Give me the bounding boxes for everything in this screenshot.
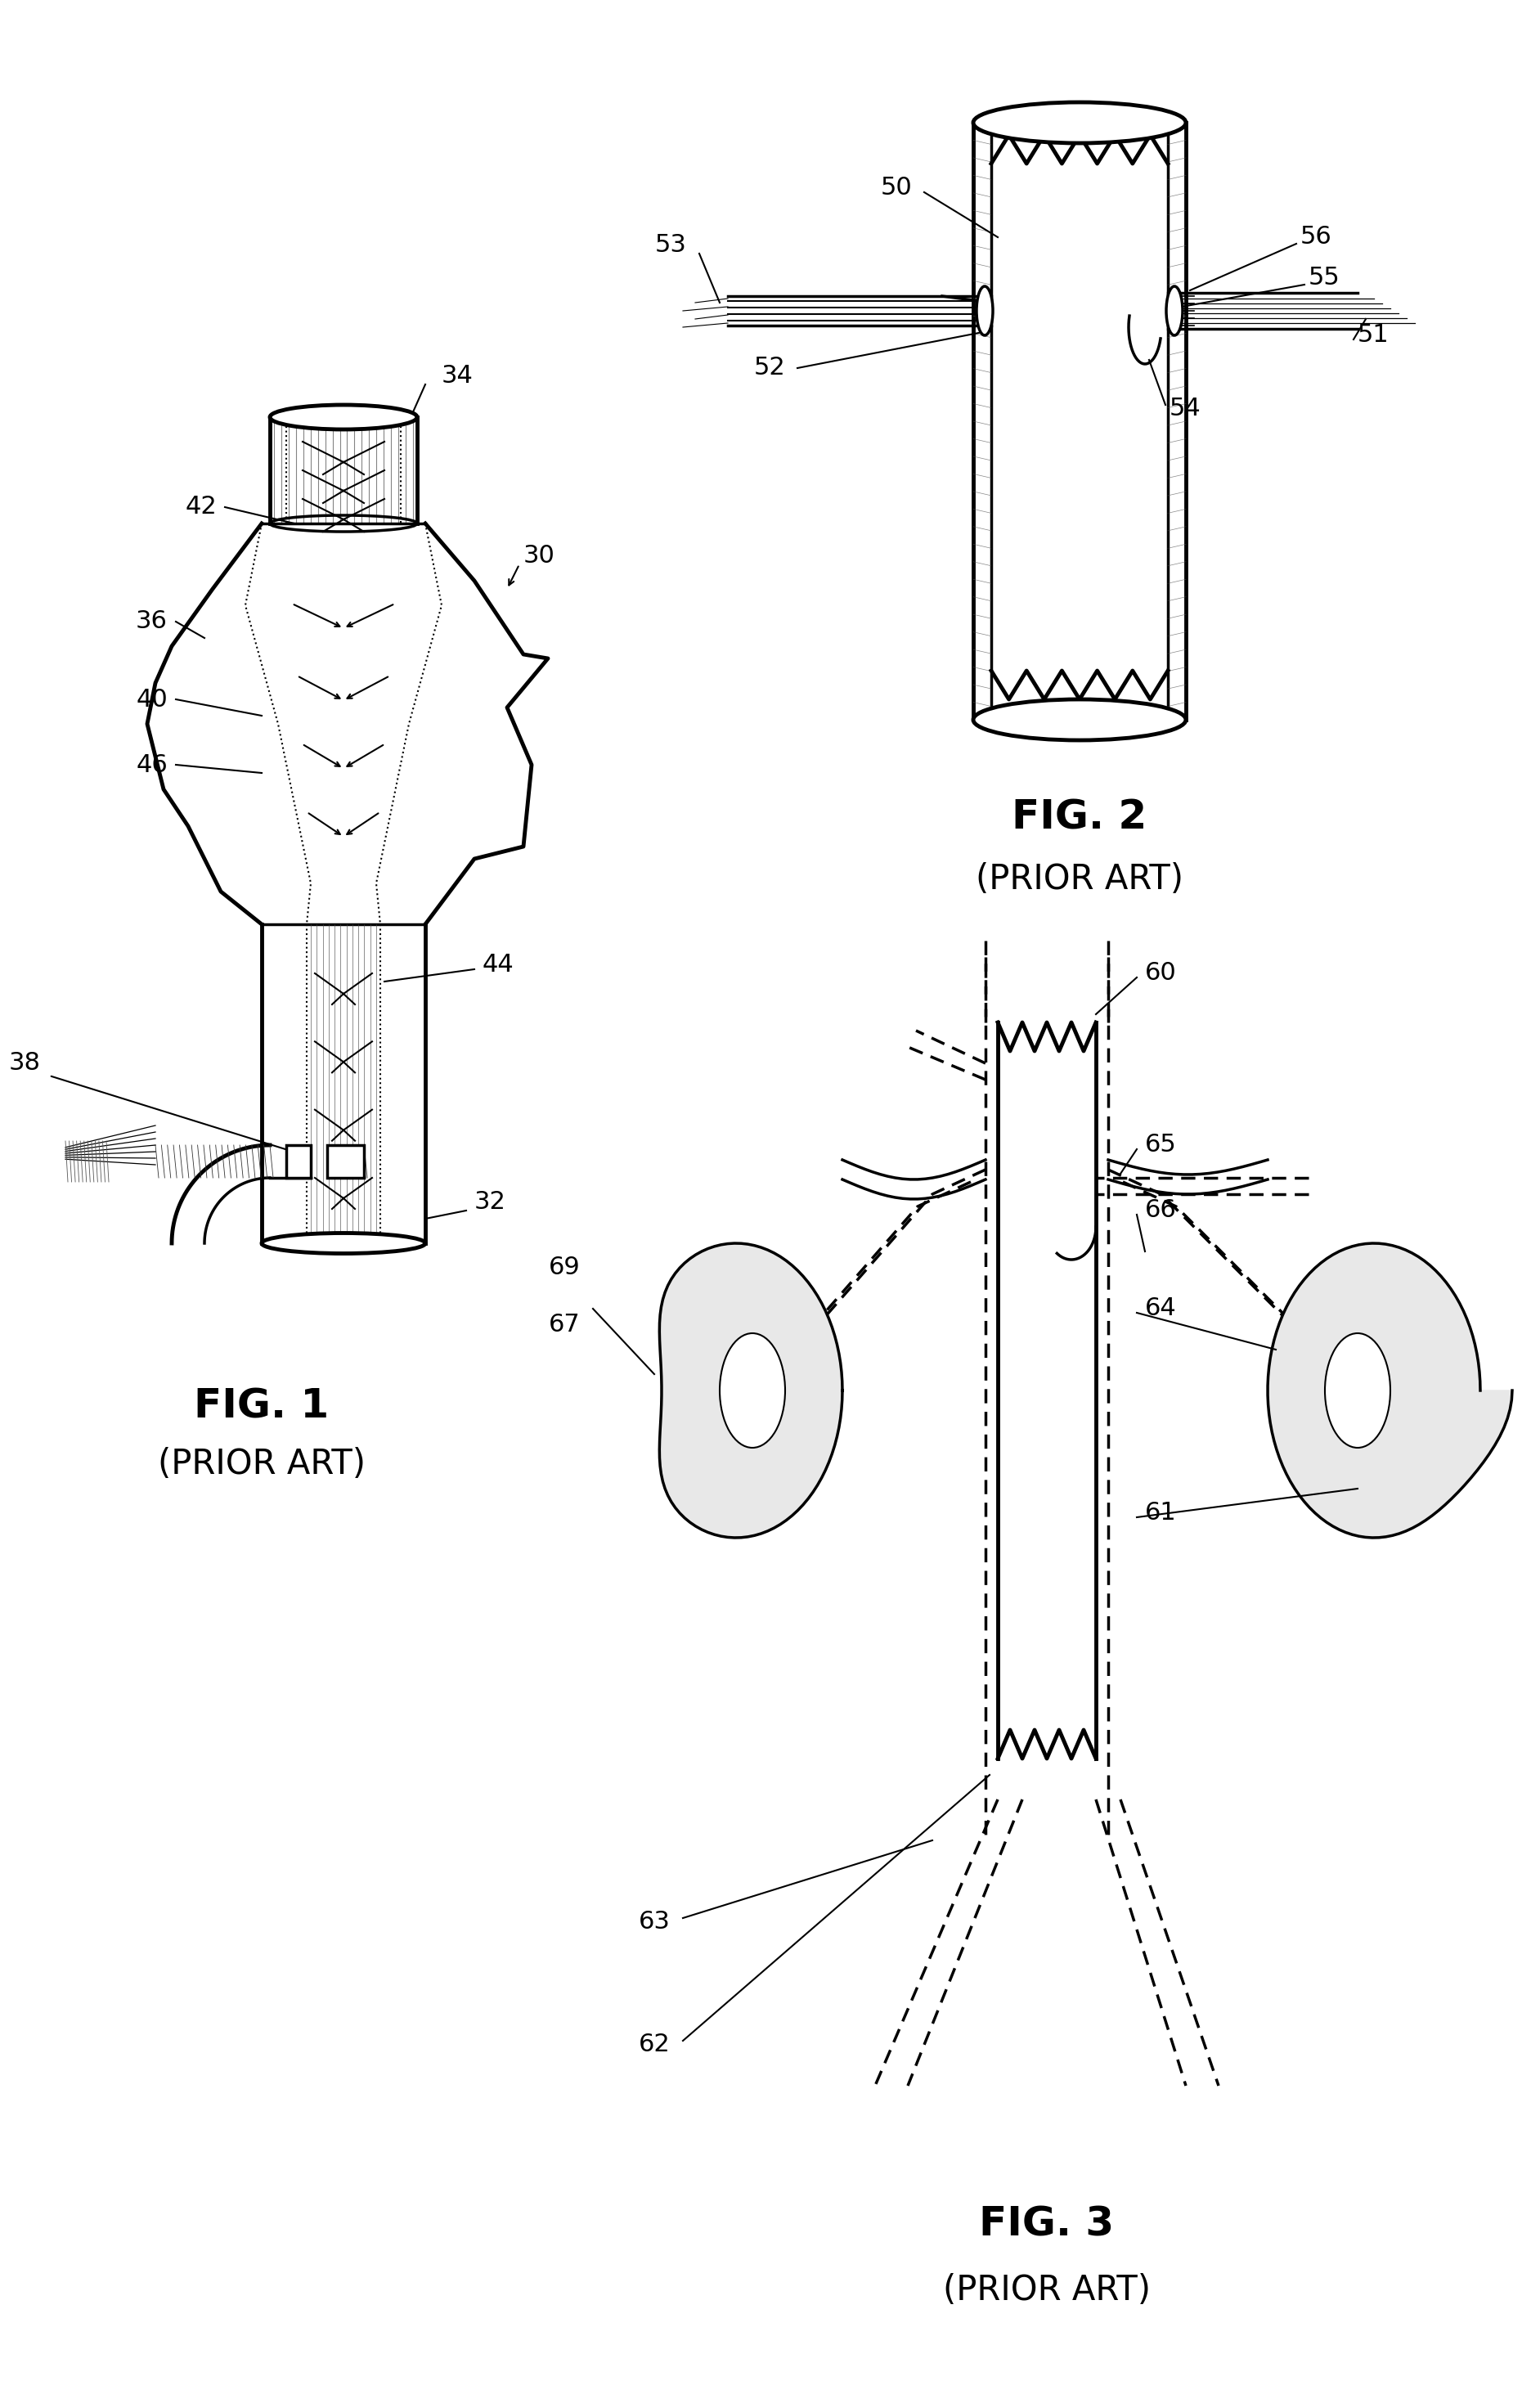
Ellipse shape (974, 101, 1187, 142)
Text: FIG. 2: FIG. 2 (1012, 799, 1147, 838)
Polygon shape (1268, 1243, 1513, 1539)
Text: 56: 56 (1300, 226, 1332, 248)
Text: 46: 46 (136, 754, 168, 778)
Ellipse shape (262, 1233, 426, 1255)
Ellipse shape (720, 1334, 785, 1447)
Text: 30: 30 (524, 544, 556, 568)
Text: 44: 44 (482, 954, 514, 978)
Polygon shape (660, 1243, 842, 1539)
Text: (PRIOR ART): (PRIOR ART) (943, 2273, 1151, 2307)
Text: FIG. 1: FIG. 1 (194, 1387, 329, 1426)
Text: 63: 63 (638, 1910, 671, 1934)
Text: 67: 67 (550, 1312, 580, 1336)
Text: 50: 50 (880, 176, 912, 200)
Bar (286, 1146, 311, 1178)
Text: (PRIOR ART): (PRIOR ART) (975, 862, 1183, 896)
Text: 32: 32 (475, 1190, 507, 1214)
Text: FIG. 3: FIG. 3 (980, 2206, 1115, 2244)
Ellipse shape (1167, 287, 1182, 335)
Text: 64: 64 (1145, 1298, 1177, 1320)
Text: 36: 36 (136, 609, 168, 633)
Text: 54: 54 (1170, 397, 1202, 421)
Text: 38: 38 (9, 1052, 41, 1076)
Text: 61: 61 (1145, 1500, 1177, 1524)
Text: 66: 66 (1145, 1199, 1177, 1223)
Text: 52: 52 (753, 356, 785, 380)
Text: 60: 60 (1145, 961, 1177, 985)
Ellipse shape (1324, 1334, 1390, 1447)
Bar (328, 1146, 364, 1178)
Text: 34: 34 (441, 364, 473, 388)
Text: 62: 62 (638, 2032, 671, 2056)
Ellipse shape (269, 405, 416, 429)
Text: 42: 42 (185, 496, 217, 520)
Text: 51: 51 (1358, 323, 1389, 347)
Text: (PRIOR ART): (PRIOR ART) (158, 1447, 366, 1481)
Ellipse shape (974, 698, 1187, 739)
Text: 65: 65 (1145, 1134, 1177, 1156)
Text: 40: 40 (136, 686, 168, 710)
Text: 53: 53 (655, 234, 687, 258)
Text: 55: 55 (1309, 267, 1340, 289)
Ellipse shape (977, 287, 994, 335)
Text: 69: 69 (550, 1257, 580, 1279)
